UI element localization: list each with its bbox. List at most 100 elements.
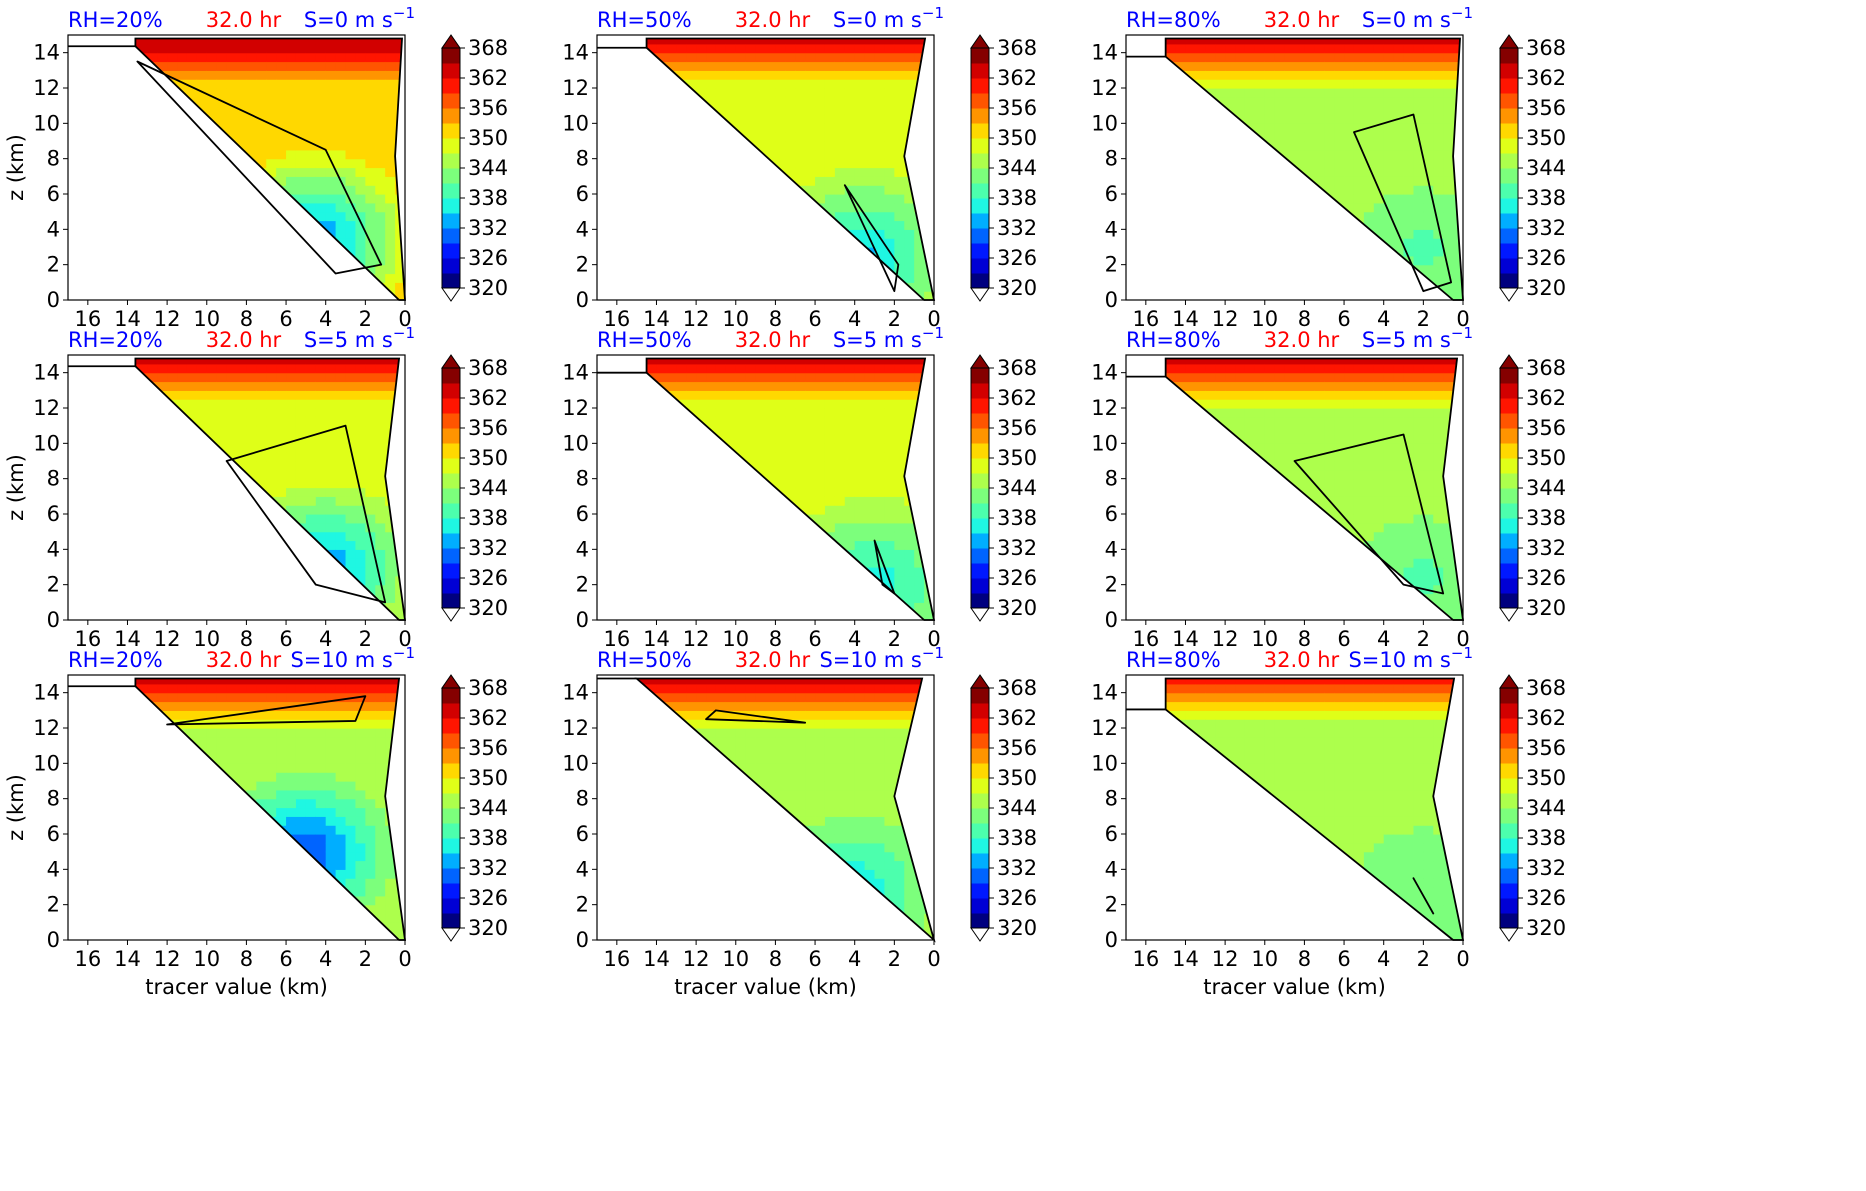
field-cell	[286, 558, 297, 568]
field-cell	[646, 602, 658, 612]
field-cell	[735, 185, 747, 195]
field-cell	[1126, 88, 1137, 97]
field-cell	[874, 194, 886, 204]
field-cell	[765, 558, 777, 568]
field-cell	[375, 38, 386, 45]
field-cell	[824, 158, 836, 169]
field-cell	[666, 247, 677, 257]
field-cell	[725, 452, 737, 462]
field-cell	[1373, 52, 1385, 63]
field-cell	[745, 132, 757, 142]
field-cell	[1334, 273, 1345, 283]
field-cell	[864, 238, 876, 248]
field-cell	[725, 531, 737, 542]
field-cell	[706, 478, 717, 489]
field-cell	[676, 238, 687, 248]
field-cell	[874, 70, 886, 80]
field-cell	[295, 176, 307, 186]
field-cell	[765, 358, 777, 365]
field-cell	[1403, 123, 1415, 133]
field-cell	[864, 141, 876, 151]
field-cell	[246, 229, 257, 239]
field-cell	[1264, 43, 1276, 54]
field-cell	[118, 514, 129, 523]
field-cell	[395, 273, 405, 283]
field-cell	[735, 496, 747, 506]
field-cell	[775, 425, 786, 436]
field-cell	[824, 96, 836, 107]
field-cell	[607, 150, 618, 159]
field-cell	[335, 505, 347, 515]
field-cell	[646, 381, 658, 391]
field-cell	[1393, 70, 1405, 80]
field-cell	[186, 443, 198, 453]
colorbar-segment	[1500, 168, 1518, 184]
field-cell	[646, 282, 648, 292]
field-cell	[1165, 247, 1177, 257]
field-cell	[216, 540, 228, 550]
field-cell	[177, 167, 188, 177]
field-cell	[617, 576, 628, 585]
field-cell	[78, 35, 89, 44]
field-cell	[914, 264, 925, 275]
field-cell	[676, 43, 687, 54]
y-tick-label: 8	[47, 467, 60, 491]
field-cell	[226, 185, 238, 195]
field-cell	[1314, 132, 1325, 142]
field-cell	[335, 229, 347, 239]
field-cell	[147, 264, 158, 275]
field-cell	[1423, 38, 1434, 45]
field-cell	[627, 88, 638, 97]
field-cell	[627, 514, 638, 523]
field-cell	[775, 291, 786, 301]
field-cell	[1443, 176, 1454, 186]
field-cell	[1393, 158, 1405, 169]
field-cell	[147, 141, 158, 151]
field-cell	[617, 514, 628, 523]
field-cell	[735, 434, 747, 444]
field-cell	[666, 496, 677, 506]
field-cell	[1324, 220, 1335, 230]
field-cell	[286, 358, 297, 365]
colorbar-extend-max	[441, 354, 461, 369]
field-cell	[147, 584, 158, 595]
field-cell	[646, 372, 648, 383]
field-cell	[78, 532, 89, 541]
field-cell	[167, 114, 178, 124]
field-cell	[795, 38, 806, 45]
field-cell	[1314, 38, 1325, 45]
field-cell	[1205, 264, 1216, 275]
field-cell	[656, 194, 667, 204]
field-cell	[755, 602, 767, 612]
field-cell	[696, 211, 707, 222]
colorbar-segment	[442, 428, 460, 444]
field-cell	[395, 522, 405, 533]
field-cell	[1274, 96, 1286, 107]
field-cell	[874, 185, 886, 195]
field-cell	[706, 602, 717, 612]
field-cell	[904, 194, 915, 204]
field-cell	[894, 38, 905, 45]
field-cell	[1165, 238, 1167, 248]
field-cell	[706, 443, 717, 453]
field-cell	[256, 211, 267, 222]
field-cell	[186, 43, 198, 54]
field-cell	[646, 158, 648, 169]
field-cell	[355, 434, 366, 444]
field-cell	[755, 549, 767, 559]
field-cell	[295, 247, 307, 257]
field-cell	[315, 567, 327, 577]
field-cell	[676, 358, 687, 365]
field-cell	[1344, 123, 1355, 133]
field-cell	[157, 273, 168, 283]
field-cell	[607, 70, 618, 79]
field-cell	[256, 575, 267, 586]
field-cell	[196, 469, 208, 480]
field-cell	[365, 194, 376, 204]
field-cell	[646, 211, 648, 222]
field-cell	[345, 273, 357, 283]
field-cell	[666, 123, 677, 133]
colorbar-tick-label: 326	[468, 566, 508, 590]
field-cell	[177, 416, 188, 427]
